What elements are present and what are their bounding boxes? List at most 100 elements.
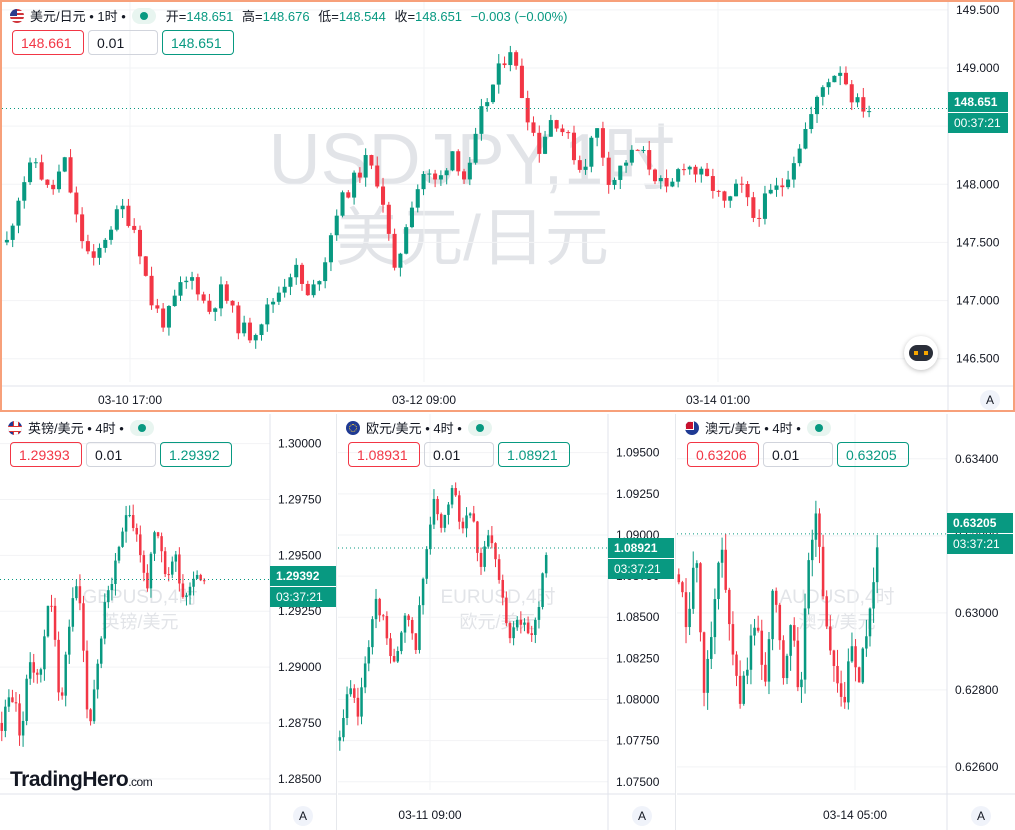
candle [92, 679, 96, 724]
candle-body [334, 215, 339, 236]
candle [577, 155, 582, 173]
symbol-label[interactable]: 欧元/美元 • 4时 • [366, 421, 462, 436]
auto-scale-button[interactable]: A [971, 806, 991, 826]
usdjpy-chart-pane[interactable]: USDJPY,1时 美元/日元 149.500149.000148.500148… [0, 0, 1015, 412]
candle [50, 594, 53, 612]
candle [688, 592, 691, 636]
candle [433, 169, 438, 188]
candle-body [184, 280, 189, 283]
auto-scale-button[interactable]: A [632, 806, 652, 826]
candle [427, 169, 432, 183]
candle [479, 547, 483, 575]
usdjpy-candlestick-plot[interactable]: 149.500149.000148.500148.000147.500147.0… [2, 2, 1013, 410]
visibility-toggle-icon[interactable] [467, 419, 492, 436]
candle [778, 602, 782, 650]
candle-body [699, 563, 702, 633]
candle-body [174, 554, 178, 562]
candle [641, 146, 646, 154]
eurusd-candlestick-plot[interactable]: 1.095001.092501.090001.087501.085001.082… [338, 414, 676, 830]
candle [849, 79, 854, 111]
candle-body [36, 672, 39, 675]
symbol-label[interactable]: 英镑/美元 • 4时 • [28, 421, 124, 436]
candle [349, 680, 352, 697]
assistant-robot-icon[interactable] [904, 336, 938, 370]
candle [16, 197, 21, 234]
gbpusd-chart-pane[interactable]: GBPUSD,4时 英镑/美元 1.30000 1.29750 1.29500 1.2… [0, 414, 337, 830]
candle [271, 297, 276, 313]
chart-legend: 澳元/美元 • 4时 • [685, 418, 831, 437]
candle-body [658, 177, 663, 182]
sell-button[interactable]: 0.63206 [687, 442, 759, 467]
candle-body [0, 722, 4, 731]
candle [490, 84, 495, 104]
candle-body [713, 599, 717, 638]
gb-flag-icon [8, 420, 22, 435]
visibility-toggle-icon[interactable] [806, 419, 831, 436]
candle-body [483, 546, 486, 567]
auto-scale-button[interactable]: A [293, 806, 313, 826]
gbpusd-candlestick-plot[interactable]: 1.30000 1.29750 1.29500 1.29250 1.29000 1.287… [0, 414, 336, 830]
candle-body [771, 590, 774, 640]
candle-body [756, 627, 760, 631]
candle-body [544, 555, 548, 574]
candle [367, 640, 371, 672]
auto-scale-button[interactable]: A [980, 390, 1000, 410]
symbol-label[interactable]: 美元/日元 • 1时 • [30, 9, 126, 24]
candle [28, 652, 32, 685]
quantity-input[interactable]: 0.01 [88, 30, 158, 55]
buy-button[interactable]: 1.08921 [498, 442, 570, 467]
candle [135, 523, 138, 542]
eurusd-chart-pane[interactable]: EURUSD,4时 欧元/美元 1.09500 1.09250 1.09000 1.0… [338, 414, 676, 830]
y-tick-label: 1.29500 [278, 548, 322, 562]
visibility-toggle-icon[interactable] [131, 7, 156, 24]
candle-body [612, 179, 617, 185]
candle [57, 631, 60, 701]
candle-body [641, 150, 646, 152]
candle-body [439, 514, 443, 528]
candle-body [566, 132, 571, 134]
candle-body [515, 619, 519, 628]
visibility-toggle-icon[interactable] [129, 419, 154, 436]
sell-button[interactable]: 1.29393 [10, 442, 82, 467]
sell-button[interactable]: 1.08931 [348, 442, 420, 467]
candle [774, 587, 778, 613]
audusd-chart-pane[interactable]: AUDUSD,4时 澳元/美元 0.634000.632000.630000.6… [677, 414, 1015, 830]
candle-body [57, 639, 60, 693]
candle [676, 167, 681, 188]
candle-body [433, 173, 438, 180]
candle-body [132, 225, 137, 230]
candle [514, 50, 519, 70]
candle [282, 278, 287, 298]
quantity-input[interactable]: 0.01 [424, 442, 494, 467]
candle-body [490, 84, 495, 103]
buy-button[interactable]: 0.63205 [837, 442, 909, 467]
symbol-label[interactable]: 澳元/美元 • 4时 • [705, 421, 801, 436]
candle-body [139, 534, 142, 556]
candle [735, 651, 738, 687]
audusd-candlestick-plot[interactable]: 0.634000.632000.630000.628000.6260003-14… [677, 414, 1015, 830]
candle-body [861, 648, 865, 683]
candle [356, 687, 360, 726]
candle [85, 234, 90, 255]
candle-body [43, 636, 46, 670]
candle-body [450, 151, 455, 171]
candle [429, 516, 432, 555]
candle-body [746, 669, 749, 676]
candle [803, 593, 807, 694]
candle-body [114, 560, 117, 585]
candle [505, 591, 508, 627]
candle-body [826, 82, 831, 88]
candle [832, 649, 836, 682]
candle [288, 273, 293, 296]
candle [681, 163, 686, 176]
candle [742, 671, 745, 706]
quantity-input[interactable]: 0.01 [763, 442, 833, 467]
candle [396, 646, 400, 663]
candle [418, 596, 421, 654]
candle [360, 677, 363, 725]
quantity-input[interactable]: 0.01 [86, 442, 156, 467]
buy-button[interactable]: 148.651 [162, 30, 234, 55]
sell-button[interactable]: 148.661 [12, 30, 84, 55]
candle [85, 640, 89, 719]
buy-button[interactable]: 1.29392 [160, 442, 232, 467]
